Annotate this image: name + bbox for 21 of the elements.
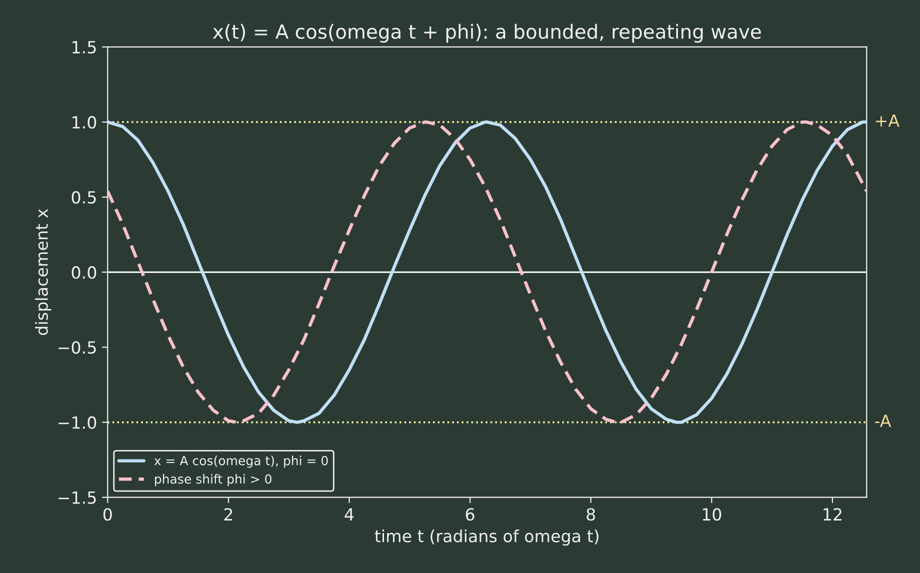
y-tick-label: −0.5 bbox=[58, 341, 96, 354]
y-tick-label: −1.5 bbox=[58, 492, 96, 504]
x-tick-label: 0 bbox=[103, 508, 112, 521]
x-tick-label: 10 bbox=[702, 508, 722, 521]
y-tick-label: −1.0 bbox=[58, 416, 96, 429]
y-tick-label: 1.5 bbox=[72, 41, 96, 54]
x-tick-label: 12 bbox=[824, 508, 842, 520]
y-axis-title: displacement x bbox=[35, 208, 52, 335]
ref-line-label: +A bbox=[876, 114, 900, 127]
y-tick-label: 0.0 bbox=[72, 266, 96, 279]
x-tick-label: 2 bbox=[224, 508, 232, 520]
ref-line-label: -A bbox=[875, 414, 892, 427]
x-axis-title: time t (radians of omega t) bbox=[374, 529, 598, 546]
y-tick-label: 0.5 bbox=[72, 191, 96, 204]
legend-label: x = A cos(omega t), phi = 0 bbox=[154, 456, 328, 468]
x-tick-label: 4 bbox=[344, 508, 354, 520]
x-tick-label: 6 bbox=[466, 508, 474, 521]
legend-label: phase shift phi > 0 bbox=[155, 474, 272, 486]
chart-title: x(t) = A cos(omega t + phi): a bounded, repeating wave bbox=[212, 24, 761, 43]
y-tick-label: 1.0 bbox=[72, 116, 96, 129]
x-tick-label: 8 bbox=[586, 508, 596, 521]
